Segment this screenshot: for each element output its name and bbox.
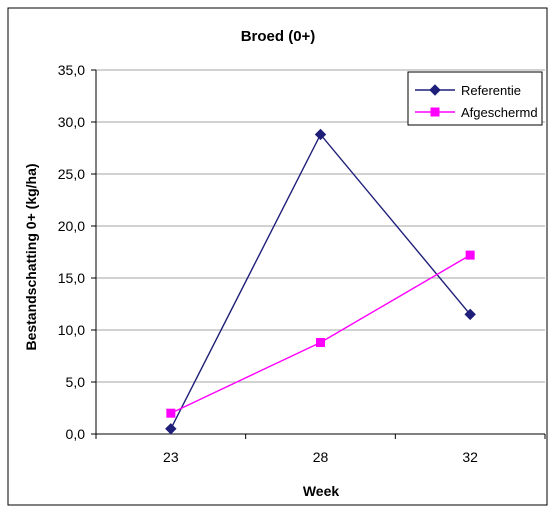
- x-axis-label: Week: [303, 483, 340, 499]
- x-tick-label: 28: [313, 449, 329, 465]
- data-point-afgeschermd-23: [166, 408, 176, 418]
- legend-marker-referentie: [429, 84, 441, 96]
- data-point-referentie-23: [165, 423, 177, 435]
- legend: Referentie Afgeschermd: [407, 71, 543, 126]
- data-point-referentie-28: [314, 128, 327, 141]
- x-tick-label: 32: [462, 449, 478, 465]
- y-tick-label: 15,0: [58, 270, 85, 286]
- ticks-layer: 0,0 5,0 10,0 15,0 20,0 25,0 30,0 35,0 23 28 32: [58, 62, 546, 465]
- y-tick-label: 0,0: [66, 426, 86, 442]
- y-tick-label: 10,0: [58, 322, 85, 338]
- legend-label-afgeschermd: Afgeschermd: [461, 105, 538, 120]
- chart-title: Broed (0+): [241, 28, 316, 45]
- markers-layer: [165, 128, 476, 435]
- data-point-afgeschermd-32: [465, 250, 475, 260]
- y-tick-label: 35,0: [58, 62, 85, 78]
- data-point-referentie-32: [464, 308, 476, 321]
- y-tick-label: 30,0: [58, 114, 85, 130]
- y-tick-label: 25,0: [58, 166, 85, 182]
- y-tick-label: 5,0: [66, 374, 86, 390]
- legend-box: [407, 71, 543, 126]
- y-tick-label: 20,0: [58, 218, 85, 234]
- y-axis-label: Bestandschatting 0+ (kg/ha): [23, 163, 39, 350]
- legend-label-referentie: Referentie: [461, 83, 521, 98]
- x-tick-label: 23: [163, 449, 179, 465]
- chart-border: [7, 7, 548, 506]
- data-point-afgeschermd-28: [316, 337, 325, 347]
- legend-marker-afgeschermd: [430, 107, 440, 117]
